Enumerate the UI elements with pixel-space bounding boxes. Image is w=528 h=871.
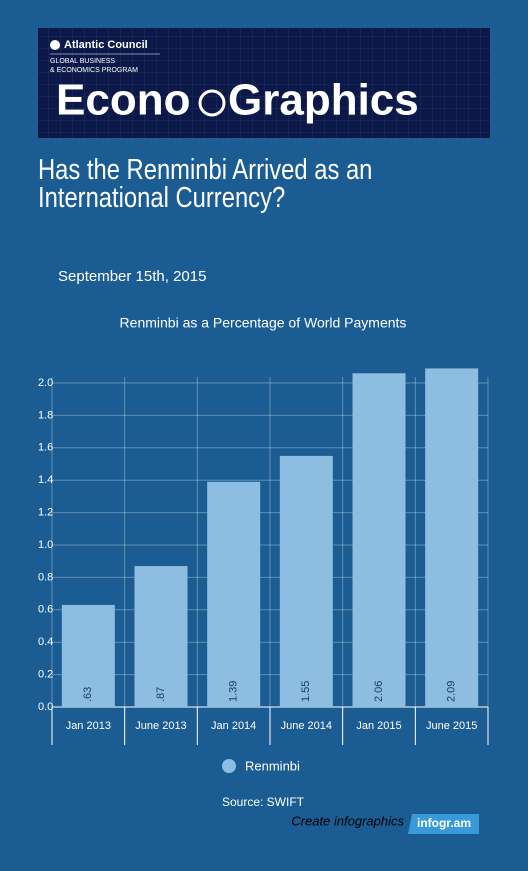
wordmark: Graphics xyxy=(228,76,419,125)
bar xyxy=(352,373,406,707)
footer-button[interactable] xyxy=(408,814,479,834)
legend-label: Renminbi xyxy=(245,758,300,773)
bar xyxy=(134,566,188,707)
footer-brand[interactable]: infogr.am xyxy=(417,816,471,830)
program: & ECONOMICS PROGRAM xyxy=(50,67,138,74)
y-tick-label: 0.2 xyxy=(38,669,53,681)
org: Atlantic Council xyxy=(64,39,148,51)
bar xyxy=(61,604,115,707)
bar xyxy=(279,455,333,707)
y-tick-label: 1.4 xyxy=(38,474,53,486)
banner-grid xyxy=(38,28,490,138)
x-tick-label: Jan 2015 xyxy=(356,720,401,732)
x-tick-label: June 2013 xyxy=(135,720,186,732)
y-tick-label: 0.0 xyxy=(38,701,53,713)
footer-cta[interactable]: Create infographics xyxy=(291,813,404,828)
x-tick-label: Jan 2013 xyxy=(66,720,111,732)
value-label: 1.39 xyxy=(228,681,240,702)
value-label: .63 xyxy=(82,687,94,702)
x-tick-label: June 2015 xyxy=(426,720,477,732)
x-tick-label: June 2014 xyxy=(281,720,332,732)
wordmark: Econo xyxy=(56,76,190,125)
y-tick-label: 0.4 xyxy=(38,636,53,648)
y-tick-label: 2.0 xyxy=(38,377,53,389)
y-tick-label: 1.0 xyxy=(38,539,53,551)
chart-title: Renminbi as a Percentage of World Paymen… xyxy=(120,315,407,331)
y-tick-label: 1.6 xyxy=(38,442,53,454)
value-label: 2.09 xyxy=(446,681,458,702)
bar xyxy=(207,481,261,707)
source: Source: SWIFT xyxy=(222,795,305,809)
x-tick-label: Jan 2014 xyxy=(211,720,256,732)
y-tick-label: 0.6 xyxy=(38,604,53,616)
legend-marker xyxy=(222,759,236,773)
program: GLOBAL BUSINESS xyxy=(50,58,115,65)
value-label: 1.55 xyxy=(300,681,312,702)
date: September 15th, 2015 xyxy=(58,268,206,285)
bar xyxy=(425,368,479,707)
org-icon xyxy=(50,40,60,50)
y-tick-label: 1.8 xyxy=(38,409,53,421)
value-label: .87 xyxy=(155,687,167,702)
y-tick-label: 0.8 xyxy=(38,571,53,583)
value-label: 2.06 xyxy=(373,681,385,702)
headline: Has the Renminbi Arrived as an Internati… xyxy=(38,154,373,214)
y-tick-label: 1.2 xyxy=(38,507,53,519)
logo xyxy=(198,89,226,117)
